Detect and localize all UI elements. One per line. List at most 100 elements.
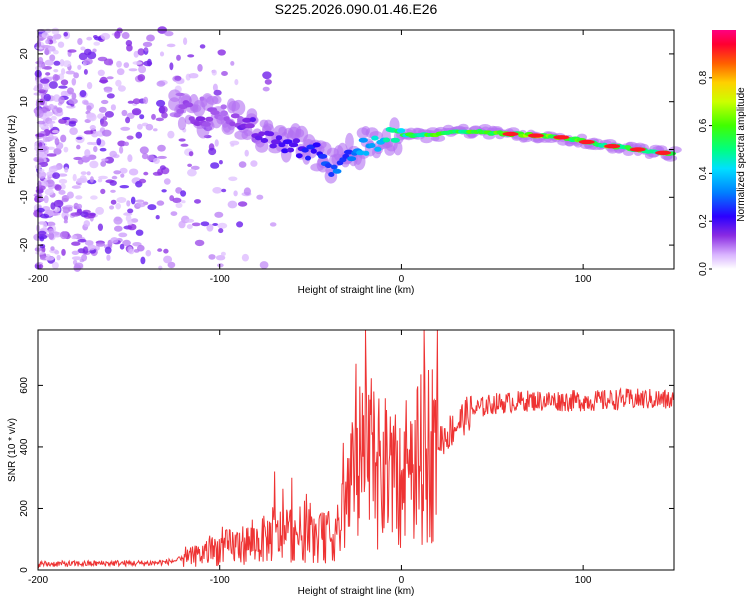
noise-blob (106, 76, 114, 80)
noise-blob (83, 100, 89, 105)
noise-blob (262, 86, 270, 92)
noise-blob (228, 176, 238, 182)
spectrogram-y-ticks: -20 -10 0 10 20 (19, 48, 674, 252)
noise-blob (146, 34, 155, 42)
ridge-cell (173, 112, 181, 118)
noise-blob (191, 222, 201, 227)
colorbar: 0.0 0.2 0.4 0.6 0.8 Normalized spectral ampl… (698, 30, 747, 276)
noise-blob (86, 171, 91, 176)
noise-blob (98, 175, 108, 180)
noise-blob (92, 161, 98, 167)
noise-blob (61, 68, 66, 75)
noise-blob (120, 126, 131, 131)
noise-blob (116, 197, 127, 203)
noise-blob (241, 253, 249, 262)
noise-blob (110, 189, 116, 193)
noise-blob (157, 144, 166, 152)
noise-blob (50, 246, 55, 251)
noise-blob (230, 61, 235, 66)
noise-blob (43, 66, 52, 70)
noise-blob (93, 41, 100, 46)
noise-blob (45, 39, 50, 45)
noise-blob (212, 187, 223, 194)
noise-blob (86, 105, 92, 112)
noise-blob (101, 99, 109, 105)
noise-blob (80, 171, 87, 176)
noise-blob (84, 149, 91, 158)
noise-blob (221, 188, 227, 193)
noise-blob (76, 136, 83, 140)
noise-blob (159, 165, 166, 170)
noise-blob (104, 246, 112, 254)
snr-frame (37, 329, 675, 571)
noise-blob (63, 220, 68, 224)
noise-blob (83, 58, 93, 65)
noise-blob (145, 123, 154, 131)
noise-blob (138, 65, 147, 74)
ridge-cell (271, 139, 281, 145)
noise-blob (175, 202, 183, 209)
noise-blob (44, 188, 54, 196)
noise-blob (73, 72, 79, 79)
noise-blob (98, 106, 107, 113)
noise-blob (52, 34, 57, 42)
x-tick-label: 0 (399, 575, 405, 586)
ridge-halo (231, 99, 246, 116)
noise-blob (103, 58, 114, 66)
noise-blob (71, 250, 80, 255)
noise-blob (153, 128, 158, 132)
noise-blob (93, 146, 98, 153)
noise-blob (71, 256, 82, 261)
noise-blob (180, 190, 187, 197)
spectrogram-y-label: Frequency (Hz) (7, 115, 18, 184)
noise-blob (52, 172, 60, 180)
noise-blob (130, 218, 139, 223)
noise-blob (135, 131, 143, 139)
noise-blob (167, 130, 175, 139)
noise-blob (159, 51, 165, 57)
noise-blob (99, 147, 107, 152)
noise-blob (105, 179, 115, 184)
ridge-peak (553, 135, 570, 140)
noise-blob (40, 78, 50, 84)
noise-blob (176, 54, 181, 61)
noise-blob (117, 85, 126, 92)
noise-blob (237, 201, 248, 207)
noise-blob (82, 246, 89, 254)
noise-blob (115, 79, 122, 87)
noise-blob (83, 69, 88, 75)
ridge-halo (212, 95, 222, 105)
noise-blob (37, 234, 48, 240)
noise-blob (187, 168, 197, 177)
y-tick-label: 600 (19, 377, 30, 394)
noise-blob (58, 178, 68, 184)
ridge-halo (168, 89, 182, 102)
noise-blob (36, 120, 46, 125)
ridge-cell (328, 172, 335, 177)
snr-y-label: SNR (10 * v/v) (7, 418, 18, 482)
noise-blob (188, 151, 194, 157)
y-tick-label: 200 (19, 500, 30, 517)
y-tick-label: 400 (19, 438, 30, 455)
ridge-cell (258, 131, 265, 137)
snr-x-ticks: -200 -100 0 100 (28, 330, 592, 586)
noise-blob (49, 123, 54, 129)
noise-blob (213, 89, 222, 96)
noise-blob (65, 70, 76, 75)
noise-blob (53, 199, 64, 208)
noise-blob (130, 196, 136, 205)
noise-blob (115, 202, 121, 210)
noise-blob (212, 83, 218, 92)
noise-blob (37, 230, 47, 236)
noise-blob (119, 167, 128, 174)
noise-blob (54, 138, 60, 146)
colorbar-gradient (712, 30, 736, 269)
ridge-cell (230, 113, 240, 119)
noise-blob (256, 194, 264, 200)
noise-blob (120, 173, 125, 178)
noise-blob (56, 254, 61, 261)
noise-blob (187, 163, 193, 167)
noise-blob (114, 225, 123, 232)
noise-blob (80, 211, 89, 218)
